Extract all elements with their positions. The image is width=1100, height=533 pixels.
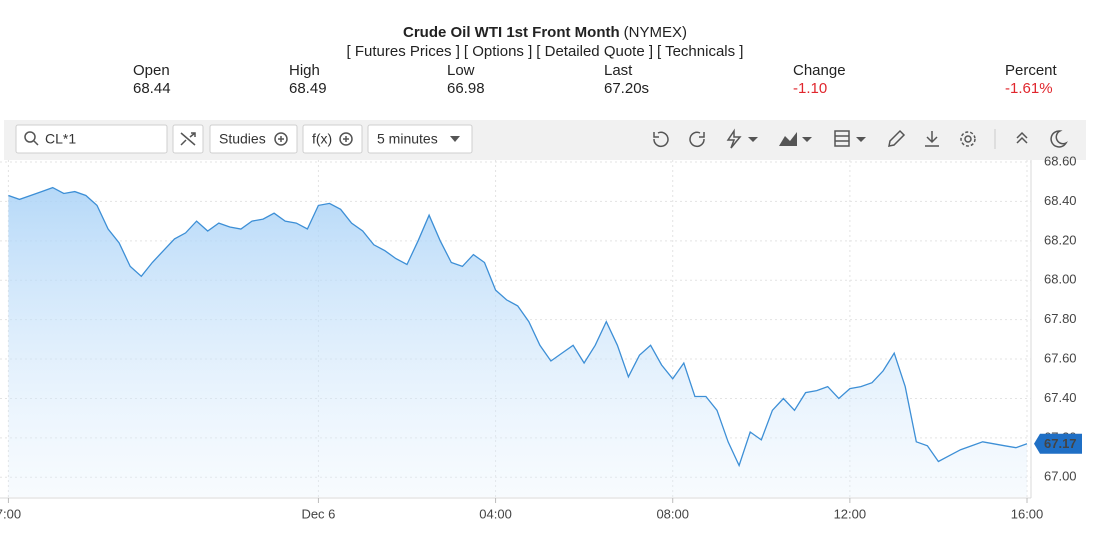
function: f(x) [312, 131, 332, 147]
y-tick-label: 67.60 [1044, 350, 1077, 365]
symbol-input[interactable] [15, 124, 168, 154]
link[interactable]: [ Futures Prices ] [347, 43, 460, 60]
quote-links: [ Futures Prices ][ Options ][ Detailed … [347, 43, 744, 60]
settings-icon [960, 131, 976, 147]
stat-value: 67.20s [604, 80, 649, 97]
last-value-badge [1034, 433, 1082, 454]
price-line [8, 186, 1028, 468]
stat-value: 68.49 [289, 80, 327, 97]
studies-button[interactable] [209, 124, 298, 154]
x-tick-label: 12:00 [834, 506, 867, 521]
stat-label: Change [793, 62, 846, 79]
chart-type-icon[interactable] [779, 132, 797, 146]
compare-icon [180, 132, 196, 146]
chart-title: Crude Oil WTI 1st Front Month [403, 24, 620, 41]
collapse-icon[interactable] [1016, 131, 1028, 144]
flash-icon[interactable] [726, 128, 742, 149]
dropdown-arrow [856, 137, 866, 142]
stats: Open 68.44 High 68.49 Low 66.98 Last 67.… [133, 62, 1058, 97]
plus-icon [343, 136, 349, 142]
x-tick-label: Dec 6 [301, 506, 335, 521]
x-tick-label: 16:00 [1011, 506, 1044, 521]
dropdown-arrow [450, 136, 460, 142]
plus-icon [274, 132, 288, 146]
y-tick-label: 67.40 [1044, 390, 1077, 405]
undo-icon[interactable] [653, 131, 669, 148]
last-value-label: 67.17 [1044, 436, 1077, 451]
stat-label: Open [133, 62, 170, 79]
symbol: CL*1 [45, 131, 76, 147]
download-icon[interactable] [925, 131, 939, 147]
theme-icon[interactable] [1050, 130, 1068, 148]
search-icon [24, 131, 36, 143]
stat-label: Last [604, 62, 633, 79]
y-tick-label: 68.40 [1044, 193, 1077, 208]
x-tick-label: 08:00 [656, 506, 689, 521]
plus-icon [278, 136, 284, 142]
interval: 5 minutes [377, 131, 438, 147]
stat-label: Percent [1005, 62, 1058, 79]
redo-icon[interactable] [689, 131, 705, 148]
draw-icon[interactable] [888, 129, 906, 147]
layout-icon[interactable] [834, 130, 850, 147]
link[interactable]: [ Options ] [464, 43, 532, 60]
axes: 67.0067.2067.4067.6067.8068.0068.2068.40… [0, 153, 1082, 521]
search-icon [33, 140, 39, 146]
layout-icon [835, 135, 849, 142]
y-tick-label: 68.00 [1044, 272, 1077, 287]
y-tick-label: 67.00 [1044, 469, 1077, 484]
link[interactable]: [ Detailed Quote ] [536, 43, 653, 60]
studies: Studies [219, 131, 266, 147]
stat-value: 68.44 [133, 80, 171, 97]
title-line: Crude Oil WTI 1st Front Month (NYMEX) [403, 24, 687, 41]
plot [8, 186, 1028, 497]
exchange: (NYMEX) [624, 24, 687, 41]
dropdown-arrow [748, 137, 758, 142]
stat-label: Low [447, 62, 475, 79]
x-tick-label: 04:00 [479, 506, 512, 521]
stat-value: -1.61% [1005, 80, 1053, 97]
interval-button[interactable] [367, 124, 473, 154]
link[interactable]: [ Technicals ] [657, 43, 743, 60]
settings-icon[interactable] [964, 135, 972, 143]
stat-label: High [289, 62, 320, 79]
area [8, 187, 1027, 497]
toolbar-icons [653, 128, 1068, 149]
y-tick-label: 68.60 [1044, 153, 1077, 168]
stat-value: 66.98 [447, 80, 485, 97]
plus-icon [339, 132, 353, 146]
dropdown-arrow [802, 137, 812, 142]
y-tick-label: 67.80 [1044, 311, 1077, 326]
y-tick-label: 68.20 [1044, 232, 1077, 247]
stat-value: -1.10 [793, 80, 827, 97]
x-tick-label: 7:00 [0, 506, 21, 521]
function-button[interactable] [302, 124, 363, 154]
